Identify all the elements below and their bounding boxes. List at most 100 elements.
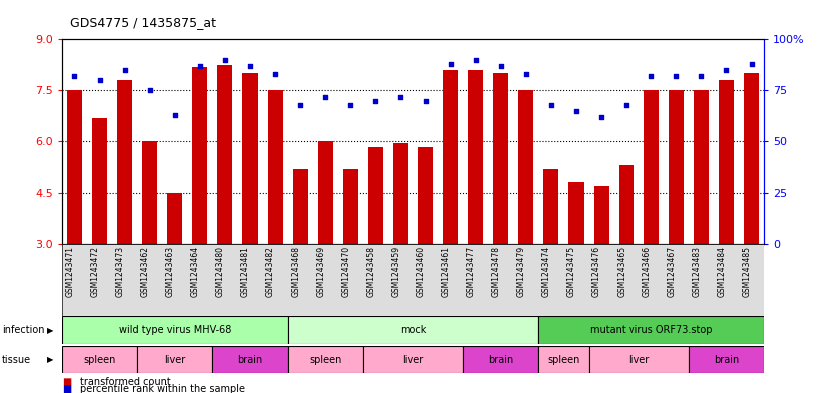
Text: GSM1243470: GSM1243470 bbox=[341, 246, 350, 297]
Point bbox=[670, 73, 683, 79]
Text: GSM1243475: GSM1243475 bbox=[567, 246, 576, 297]
Bar bbox=[318, 141, 333, 244]
Text: GSM1243473: GSM1243473 bbox=[116, 246, 125, 297]
Text: GSM1243472: GSM1243472 bbox=[91, 246, 100, 297]
Bar bbox=[568, 182, 583, 244]
Text: GSM1243468: GSM1243468 bbox=[291, 246, 300, 297]
Text: mock: mock bbox=[400, 325, 426, 335]
Bar bbox=[292, 169, 307, 244]
Bar bbox=[287, 346, 363, 373]
Text: ▶: ▶ bbox=[47, 326, 54, 334]
Text: spleen: spleen bbox=[548, 354, 580, 365]
Bar bbox=[142, 141, 157, 244]
Bar bbox=[67, 90, 82, 244]
Text: spleen: spleen bbox=[309, 354, 341, 365]
Bar bbox=[493, 73, 508, 244]
Point bbox=[143, 87, 156, 94]
Text: liver: liver bbox=[402, 354, 424, 365]
Text: GSM1243462: GSM1243462 bbox=[140, 246, 150, 297]
Point bbox=[368, 97, 382, 104]
Bar bbox=[588, 346, 689, 373]
Bar bbox=[539, 346, 588, 373]
Bar bbox=[62, 346, 137, 373]
Point bbox=[745, 61, 758, 67]
Text: GSM1243483: GSM1243483 bbox=[692, 246, 701, 297]
Point bbox=[419, 97, 432, 104]
Bar bbox=[744, 73, 759, 244]
Point bbox=[719, 67, 733, 73]
Bar bbox=[363, 346, 463, 373]
Text: wild type virus MHV-68: wild type virus MHV-68 bbox=[119, 325, 231, 335]
Text: liver: liver bbox=[164, 354, 185, 365]
Bar bbox=[217, 65, 232, 244]
Bar bbox=[643, 90, 659, 244]
Bar bbox=[167, 193, 183, 244]
Bar bbox=[62, 316, 287, 344]
Text: GSM1243484: GSM1243484 bbox=[718, 246, 726, 297]
Bar bbox=[463, 346, 539, 373]
Bar bbox=[468, 70, 483, 244]
Text: GSM1243476: GSM1243476 bbox=[592, 246, 601, 297]
Point bbox=[319, 94, 332, 100]
Point bbox=[118, 67, 131, 73]
Text: ■: ■ bbox=[62, 384, 71, 393]
Point bbox=[244, 63, 257, 69]
Bar bbox=[539, 316, 764, 344]
Text: brain: brain bbox=[714, 354, 739, 365]
Text: GSM1243460: GSM1243460 bbox=[416, 246, 425, 297]
Text: GSM1243471: GSM1243471 bbox=[65, 246, 74, 297]
Text: transformed count: transformed count bbox=[80, 377, 171, 387]
Bar bbox=[212, 346, 287, 373]
Bar bbox=[62, 244, 764, 316]
Point bbox=[595, 114, 608, 120]
Bar bbox=[137, 346, 212, 373]
Bar bbox=[694, 90, 709, 244]
Text: GSM1243465: GSM1243465 bbox=[617, 246, 626, 297]
Text: GSM1243461: GSM1243461 bbox=[442, 246, 451, 297]
Text: GSM1243469: GSM1243469 bbox=[316, 246, 325, 297]
Point bbox=[644, 73, 657, 79]
Point bbox=[620, 101, 633, 108]
Bar bbox=[393, 143, 408, 244]
Point bbox=[520, 71, 533, 77]
Text: tissue: tissue bbox=[2, 354, 31, 365]
Text: GSM1243479: GSM1243479 bbox=[517, 246, 526, 297]
Text: spleen: spleen bbox=[83, 354, 116, 365]
Point bbox=[569, 108, 582, 114]
Text: GSM1243464: GSM1243464 bbox=[191, 246, 200, 297]
Point bbox=[469, 57, 482, 63]
Text: GDS4775 / 1435875_at: GDS4775 / 1435875_at bbox=[70, 16, 216, 29]
Text: GSM1243478: GSM1243478 bbox=[491, 246, 501, 297]
Point bbox=[193, 63, 206, 69]
Bar bbox=[192, 66, 207, 244]
Point bbox=[218, 57, 231, 63]
Bar bbox=[368, 147, 383, 244]
Text: GSM1243467: GSM1243467 bbox=[667, 246, 676, 297]
Bar bbox=[669, 90, 684, 244]
Bar bbox=[418, 147, 433, 244]
Bar bbox=[619, 165, 634, 244]
Point bbox=[93, 77, 107, 83]
Point bbox=[344, 101, 357, 108]
Point bbox=[494, 63, 507, 69]
Point bbox=[68, 73, 81, 79]
Bar bbox=[689, 346, 764, 373]
Text: ▶: ▶ bbox=[47, 355, 54, 364]
Bar bbox=[268, 90, 282, 244]
Text: brain: brain bbox=[237, 354, 263, 365]
Point bbox=[169, 112, 182, 118]
Text: GSM1243459: GSM1243459 bbox=[392, 246, 401, 297]
Point bbox=[695, 73, 708, 79]
Text: ■: ■ bbox=[62, 377, 71, 387]
Bar bbox=[719, 80, 734, 244]
Text: infection: infection bbox=[2, 325, 44, 335]
Bar bbox=[343, 169, 358, 244]
Point bbox=[268, 71, 282, 77]
Bar bbox=[519, 90, 534, 244]
Text: liver: liver bbox=[628, 354, 649, 365]
Text: brain: brain bbox=[488, 354, 514, 365]
Bar bbox=[594, 186, 609, 244]
Point bbox=[394, 94, 407, 100]
Point bbox=[293, 101, 306, 108]
Text: GSM1243482: GSM1243482 bbox=[266, 246, 275, 297]
